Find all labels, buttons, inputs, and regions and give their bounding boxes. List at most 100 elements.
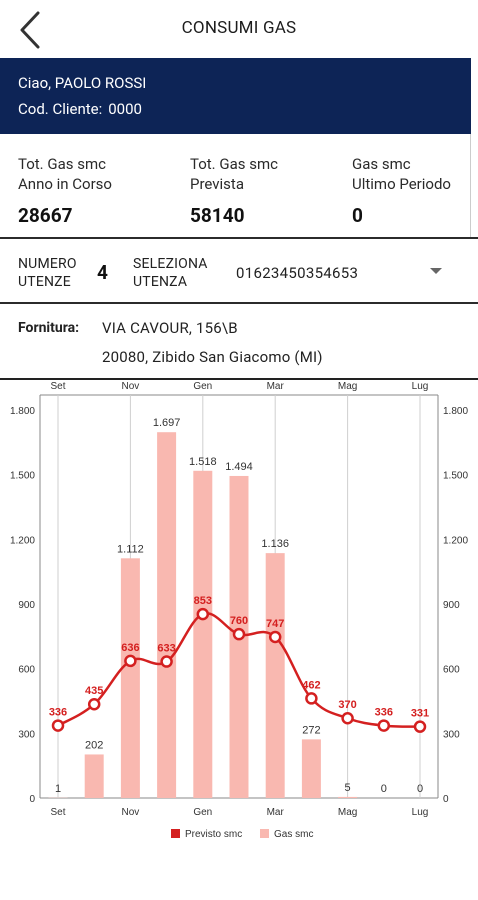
line-value-label: 370	[338, 699, 356, 711]
stat-value: 28667	[18, 204, 73, 227]
x-tick-label-bottom: Set	[50, 807, 65, 818]
seleziona-utenza-label: SELEZIONA UTENZA	[133, 255, 208, 291]
stat-value: 0	[352, 204, 363, 227]
y-tick-label-right: 600	[443, 665, 460, 676]
x-tick-label-top: Lug	[412, 381, 429, 392]
line-value-label: 760	[230, 615, 248, 627]
y-tick-label-left: 300	[18, 729, 35, 740]
y-tick-label-right: 300	[443, 729, 460, 740]
x-tick-label-top: Set	[50, 381, 65, 392]
y-tick-label-right: 1.800	[443, 406, 468, 417]
consumption-chart: Set Set Nov Nov Gen Gen Mar Mar Mag Mag Lug Lug 0 0 30…	[0, 378, 478, 848]
utenze-row: NUMERO UTENZE 4 SELEZIONA UTENZA 0162345…	[0, 240, 478, 302]
bar-value-label: 202	[85, 739, 103, 751]
stat-label-line2: Anno in Corso	[18, 175, 112, 193]
stat-label-line1: Gas smc	[352, 155, 411, 173]
line-value-label: 853	[194, 595, 212, 607]
numero-utenze-line1: NUMERO	[18, 256, 77, 272]
line-value-label: 435	[85, 685, 103, 697]
x-tick-label-bottom: Gen	[193, 807, 212, 818]
line-point	[160, 655, 173, 668]
bar	[120, 558, 140, 798]
divider	[0, 302, 478, 304]
bar	[265, 553, 285, 798]
client-code-row: Cod. Cliente: 0000	[18, 96, 471, 122]
utenze-count: 4	[97, 261, 108, 284]
seleziona-utenza-line1: SELEZIONA	[133, 256, 208, 272]
stat-label-line2: Prevista	[190, 175, 244, 193]
line-point	[377, 719, 391, 732]
y-tick-label-left: 900	[18, 600, 35, 611]
y-tick-label-right: 1.500	[443, 471, 468, 482]
stat-ultimo-periodo: Gas smc Ultimo Periodo 0	[352, 154, 451, 226]
bar-value-label: 5	[345, 782, 351, 794]
bar-value-label: 1.518	[189, 456, 217, 468]
bar-value-label: 0	[381, 783, 387, 795]
y-tick-label-left: 1.800	[10, 406, 35, 417]
line-value-label: 633	[157, 643, 175, 655]
fornitura-address-line1: VIA CAVOUR, 156\B	[102, 319, 238, 337]
bar-value-label: 272	[302, 724, 320, 736]
y-tick-label-left: 600	[18, 665, 35, 676]
page-title: CONSUMI GAS	[181, 18, 297, 38]
x-tick-label-top: Mag	[338, 381, 357, 392]
fornitura-section: Fornitura: VIA CAVOUR, 156\B 20080, Zibi…	[0, 304, 478, 378]
welcome-banner: Ciao, PAOLO ROSSI Cod. Cliente: 0000	[0, 58, 471, 134]
line-value-label: 331	[411, 708, 429, 720]
stat-prevista: Tot. Gas smc Prevista 58140	[190, 154, 278, 226]
line-point	[413, 720, 427, 733]
bar	[193, 470, 213, 798]
x-tick-label-bottom: Mag	[338, 807, 357, 818]
line-value-label: 336	[49, 707, 67, 719]
line-point	[51, 719, 65, 732]
line-point	[305, 692, 318, 705]
back-button[interactable]	[14, 10, 50, 50]
legend-swatch-previsto	[171, 829, 180, 838]
greeting-text: Ciao, PAOLO ROSSI	[18, 74, 147, 92]
x-tick-label-top: Nov	[122, 381, 140, 392]
x-tick-label-bottom: Lug	[412, 807, 429, 818]
dropdown-arrow-icon	[430, 268, 442, 274]
utenza-select-value: 01623450354653	[236, 264, 359, 282]
bar-value-label: 1.697	[153, 417, 181, 429]
bar	[84, 754, 104, 798]
x-tick-label-bottom: Mar	[267, 807, 285, 818]
x-tick-label-bottom: Nov	[122, 807, 140, 818]
line-value-label: 336	[375, 707, 393, 719]
utenza-select[interactable]: 01623450354653	[232, 254, 470, 286]
chart-svg: Set Set Nov Nov Gen Gen Mar Mar Mag Mag Lug Lug 0 0 30…	[0, 378, 478, 840]
chevron-left-icon	[20, 11, 40, 49]
bar-value-label: 1.112	[117, 543, 144, 555]
bar-value-label: 0	[417, 783, 423, 795]
line-point	[268, 630, 282, 644]
line-point	[124, 654, 137, 668]
bar-value-label: 1.136	[261, 538, 289, 550]
line-value-label: 636	[121, 642, 139, 654]
y-tick-label-left: 1.500	[10, 471, 35, 482]
bar-value-label: 1.494	[225, 461, 253, 473]
stat-label-line1: Tot. Gas smc	[18, 155, 106, 173]
line-point	[87, 697, 101, 711]
y-tick-label-right: 1.200	[443, 535, 468, 546]
stats-panel: Tot. Gas smc Anno in Corso 28667 Tot. Ga…	[0, 134, 471, 238]
x-tick-label-top: Mar	[267, 381, 285, 392]
fornitura-address-line2: 20080, Zibido San Giacomo (MI)	[102, 348, 323, 366]
bar-value-label: 1	[55, 783, 61, 795]
legend-label-gas: Gas smc	[274, 829, 313, 840]
line-value-label: 747	[266, 618, 284, 630]
line-point	[341, 711, 354, 725]
numero-utenze-label: NUMERO UTENZE	[18, 255, 77, 291]
fornitura-label: Fornitura:	[18, 320, 80, 336]
seleziona-utenza-line2: UTENZA	[133, 274, 188, 290]
legend-label-previsto: Previsto smc	[185, 829, 242, 840]
stat-value: 58140	[190, 204, 245, 227]
bar	[157, 432, 177, 798]
client-code-label: Cod. Cliente:	[18, 100, 103, 118]
app-header: CONSUMI GAS	[0, 0, 478, 58]
y-tick-label-left: 0	[29, 794, 35, 805]
line-point	[232, 627, 246, 641]
y-tick-label-right: 900	[443, 600, 460, 611]
stat-anno-in-corso: Tot. Gas smc Anno in Corso 28667	[18, 154, 112, 226]
line-point	[196, 607, 210, 621]
divider	[0, 237, 478, 239]
